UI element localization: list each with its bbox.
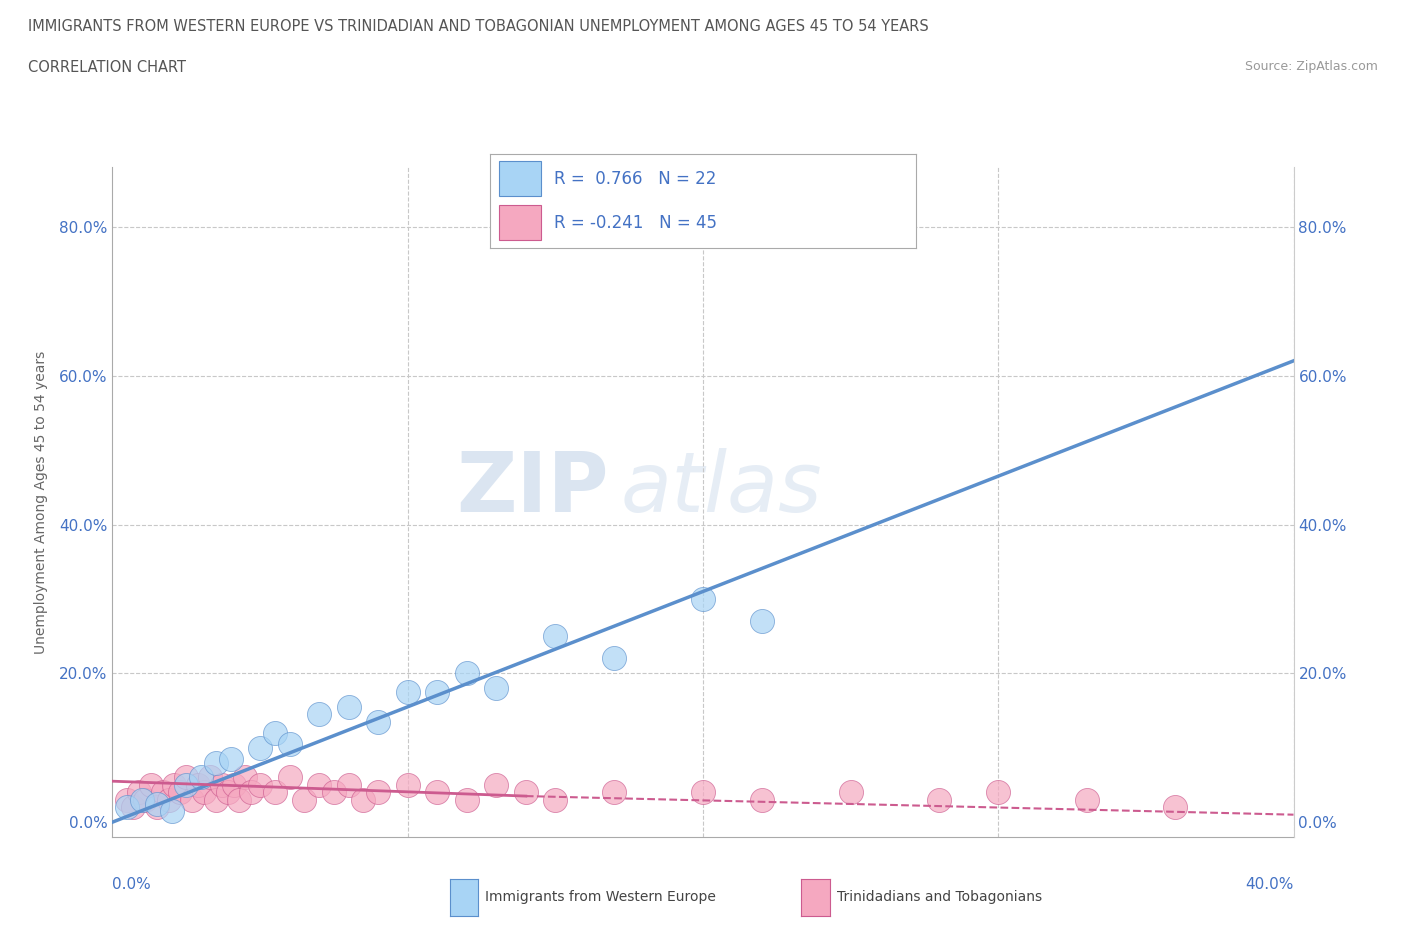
Point bbox=[217, 785, 239, 800]
Point bbox=[987, 785, 1010, 800]
Point bbox=[128, 785, 150, 800]
Point bbox=[117, 800, 138, 815]
Text: 40.0%: 40.0% bbox=[1246, 877, 1294, 892]
Point bbox=[117, 792, 138, 807]
Point bbox=[456, 792, 478, 807]
Point bbox=[205, 792, 228, 807]
Point bbox=[396, 777, 419, 792]
Point bbox=[222, 777, 245, 792]
Point bbox=[205, 755, 228, 770]
Point bbox=[131, 792, 153, 807]
Point bbox=[485, 681, 508, 696]
Point bbox=[839, 785, 862, 800]
Point bbox=[751, 792, 773, 807]
Text: Immigrants from Western Europe: Immigrants from Western Europe bbox=[485, 890, 716, 905]
Text: atlas: atlas bbox=[620, 448, 823, 529]
Point bbox=[456, 666, 478, 681]
Point bbox=[692, 785, 714, 800]
Text: CORRELATION CHART: CORRELATION CHART bbox=[28, 60, 186, 75]
Point bbox=[198, 770, 221, 785]
Point bbox=[181, 792, 204, 807]
Text: ZIP: ZIP bbox=[456, 448, 609, 529]
Point bbox=[240, 785, 263, 800]
Point bbox=[169, 785, 191, 800]
Point bbox=[751, 614, 773, 629]
Point bbox=[603, 651, 626, 666]
Point bbox=[1076, 792, 1098, 807]
Point bbox=[485, 777, 508, 792]
Point bbox=[323, 785, 346, 800]
Point bbox=[219, 751, 242, 766]
Point bbox=[367, 714, 389, 729]
Point bbox=[544, 792, 567, 807]
Point bbox=[337, 777, 360, 792]
Point bbox=[278, 737, 301, 751]
Point bbox=[544, 629, 567, 644]
Point bbox=[352, 792, 374, 807]
Text: Trinidadians and Tobagonians: Trinidadians and Tobagonians bbox=[837, 890, 1042, 905]
Point bbox=[426, 684, 449, 699]
Point bbox=[1164, 800, 1187, 815]
Point bbox=[515, 785, 537, 800]
Point bbox=[249, 777, 271, 792]
Point bbox=[157, 792, 180, 807]
Point bbox=[426, 785, 449, 800]
Text: 0.0%: 0.0% bbox=[112, 877, 152, 892]
Point bbox=[396, 684, 419, 699]
Point bbox=[692, 591, 714, 606]
Point bbox=[264, 725, 287, 740]
Point bbox=[211, 777, 233, 792]
Point bbox=[146, 800, 169, 815]
Point bbox=[146, 796, 169, 811]
Point bbox=[163, 777, 186, 792]
Point bbox=[174, 777, 197, 792]
Point bbox=[292, 792, 315, 807]
Point bbox=[152, 785, 174, 800]
Y-axis label: Unemployment Among Ages 45 to 54 years: Unemployment Among Ages 45 to 54 years bbox=[34, 351, 48, 654]
Point bbox=[139, 777, 162, 792]
Point bbox=[190, 770, 212, 785]
Point bbox=[603, 785, 626, 800]
Point bbox=[278, 770, 301, 785]
Point bbox=[228, 792, 250, 807]
Point bbox=[134, 792, 156, 807]
Point bbox=[367, 785, 389, 800]
Point bbox=[193, 785, 215, 800]
Point bbox=[187, 777, 209, 792]
Point bbox=[122, 800, 145, 815]
Text: IMMIGRANTS FROM WESTERN EUROPE VS TRINIDADIAN AND TOBAGONIAN UNEMPLOYMENT AMONG : IMMIGRANTS FROM WESTERN EUROPE VS TRINID… bbox=[28, 19, 929, 33]
Point bbox=[233, 770, 256, 785]
Point bbox=[337, 699, 360, 714]
Text: Source: ZipAtlas.com: Source: ZipAtlas.com bbox=[1244, 60, 1378, 73]
Point bbox=[264, 785, 287, 800]
Point bbox=[928, 792, 950, 807]
Point bbox=[174, 770, 197, 785]
Point bbox=[160, 804, 183, 818]
Point bbox=[308, 777, 330, 792]
Point bbox=[308, 707, 330, 722]
Point bbox=[249, 740, 271, 755]
